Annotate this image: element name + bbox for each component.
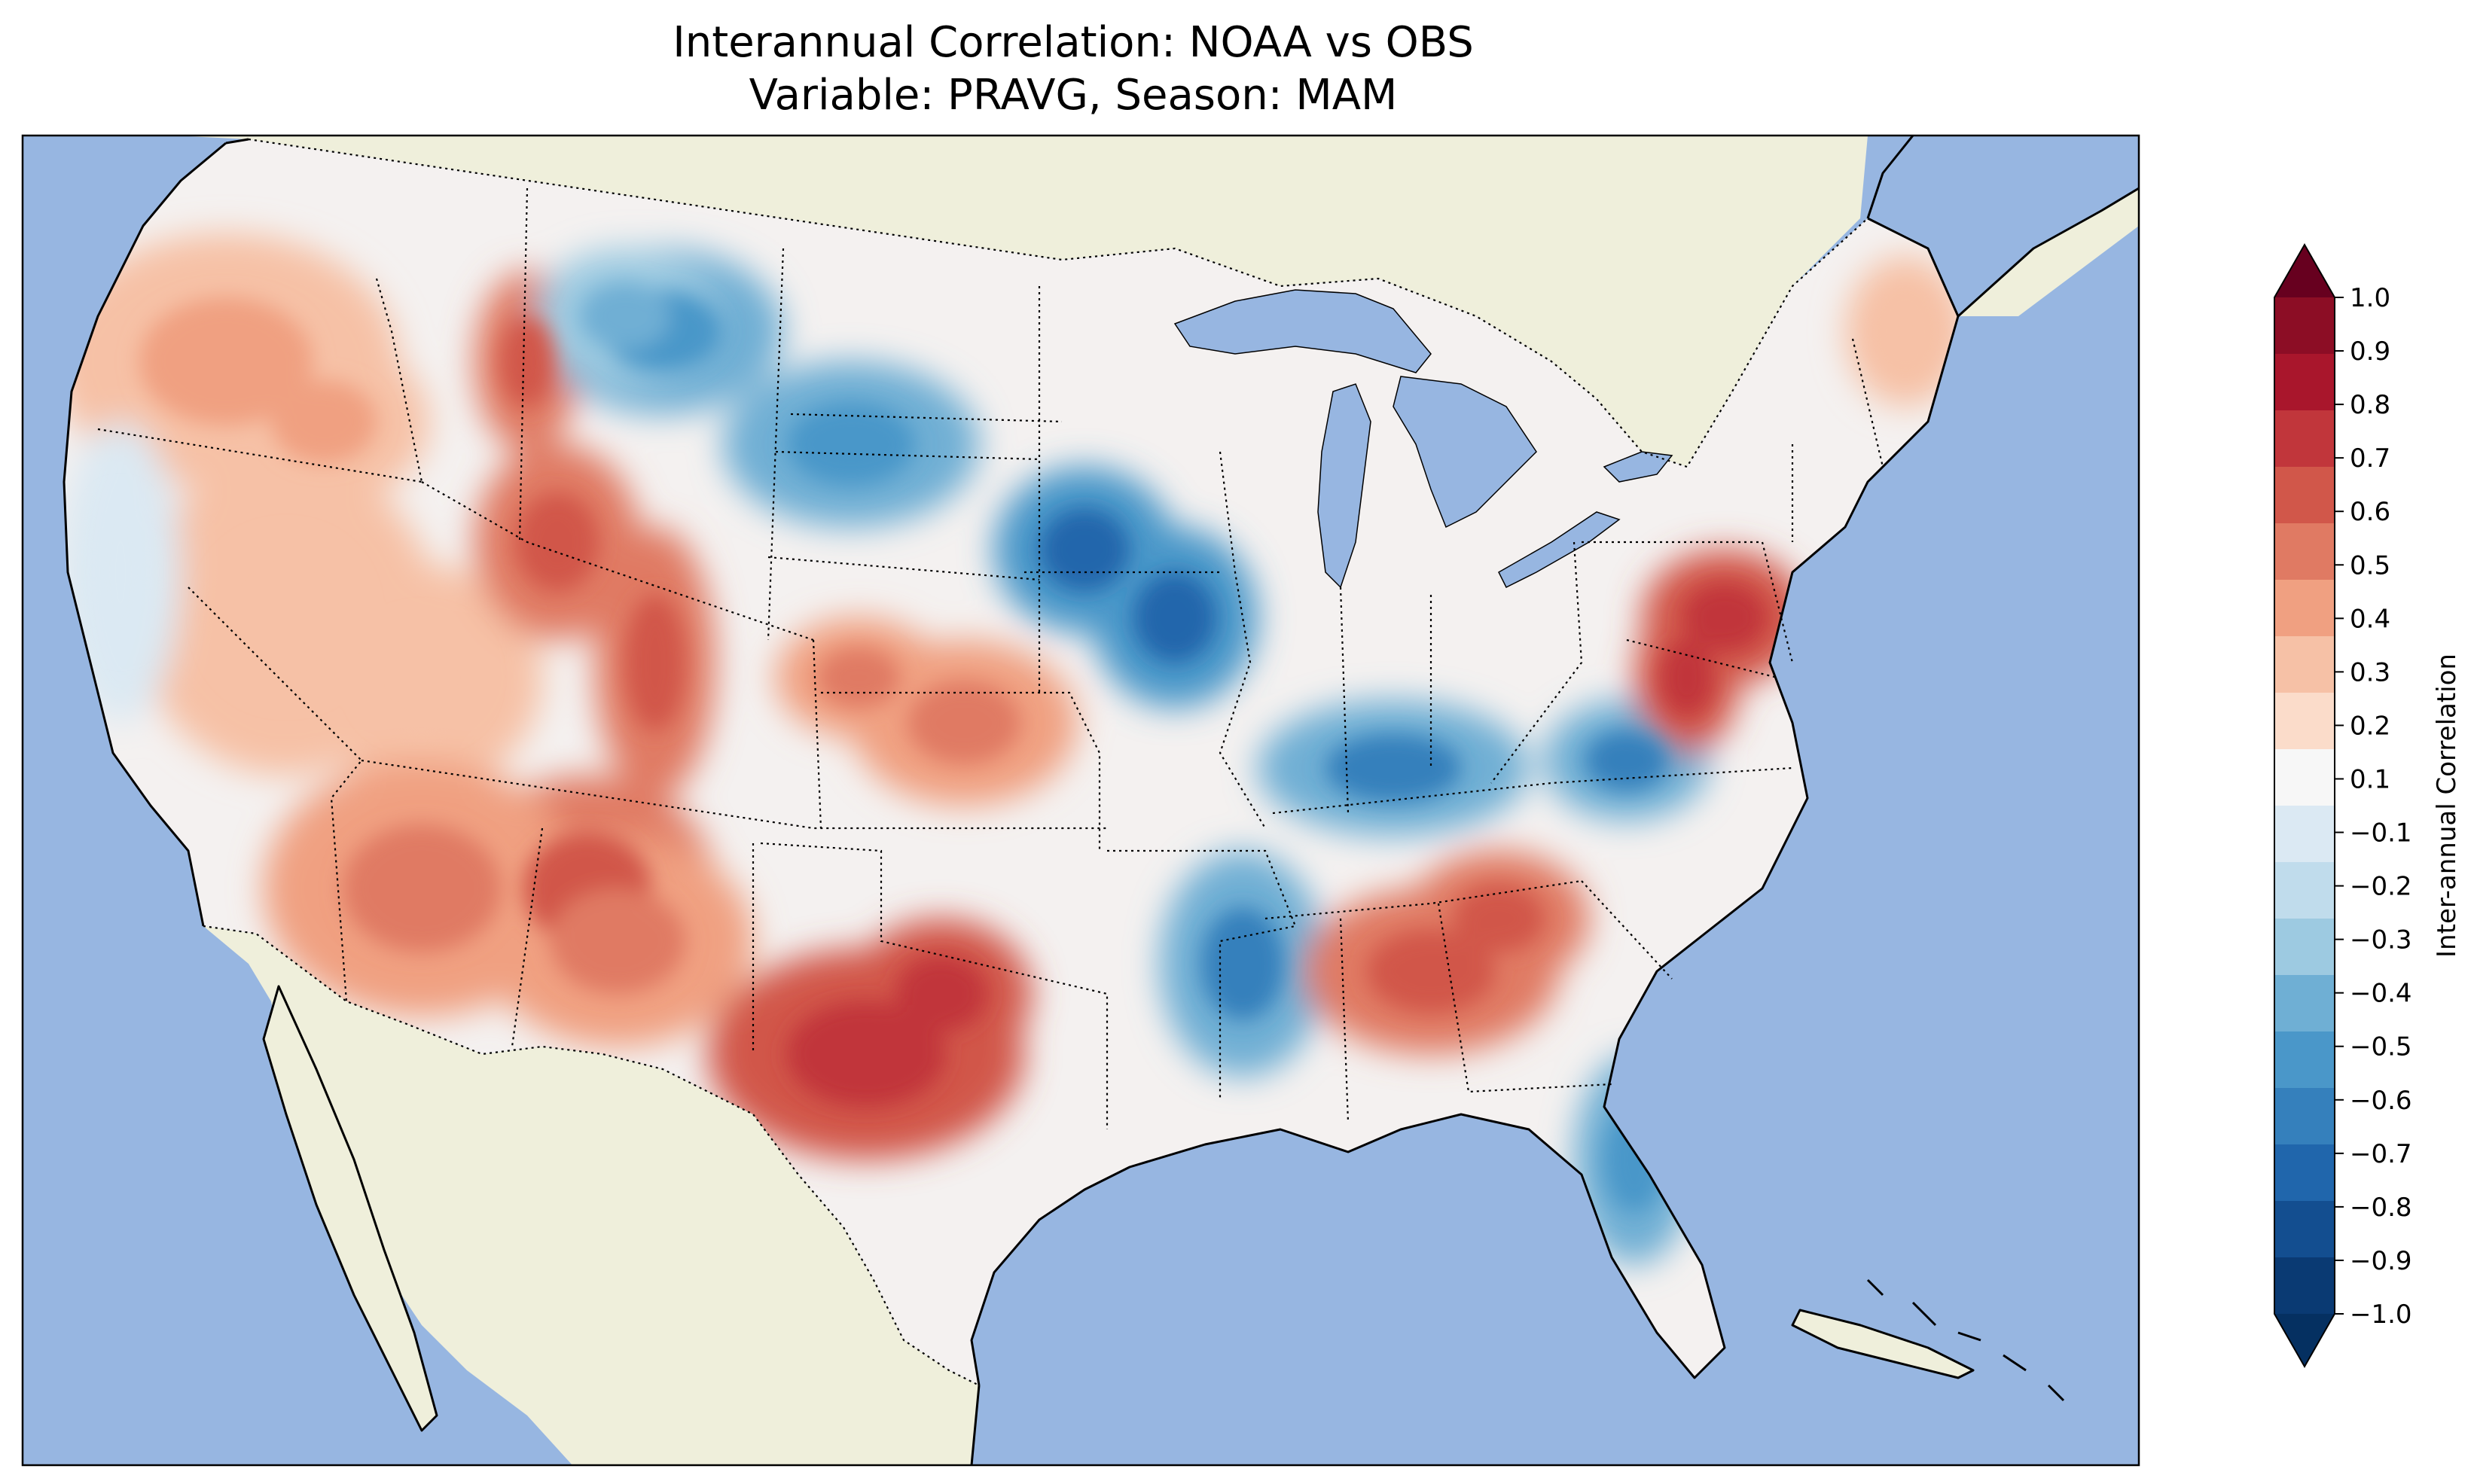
colorbar-tick-label: −0.6: [2350, 1086, 2412, 1116]
colorbar-band: [2274, 1257, 2335, 1315]
colorbar-tick-label: −0.8: [2350, 1193, 2412, 1223]
colorbar-tick-label: 1.0: [2350, 283, 2390, 313]
colorbar-band: [2274, 580, 2335, 637]
correlation-region-core: [580, 282, 670, 350]
colorbar-band: [2274, 1088, 2335, 1145]
lake-superior: [1173, 289, 1432, 373]
colorbar-tick-label: −0.5: [2350, 1032, 2412, 1062]
nova-scotia: [1958, 188, 2139, 316]
colorbar-band: [2274, 749, 2335, 806]
colorbar-tick-label: 0.4: [2350, 604, 2390, 634]
correlation-region-core: [1039, 508, 1130, 591]
baja-outline: [262, 985, 438, 1432]
correlation-region-core: [90, 497, 151, 648]
cuba-outline: [1791, 1309, 1975, 1379]
colorbar-band: [2274, 636, 2335, 693]
colorbar-band: [2274, 523, 2335, 580]
correlation-region-core: [1325, 734, 1461, 802]
correlation-region-core: [343, 824, 501, 952]
correlation-field: [64, 139, 1958, 1385]
baja-peninsula: [264, 986, 437, 1431]
correlation-region-core: [516, 493, 599, 591]
correlation-region-core: [1585, 730, 1668, 791]
colorbar-extend-over: [2274, 245, 2335, 297]
colorbar-tick-label: 0.6: [2350, 497, 2390, 527]
correlation-region-core: [787, 1001, 945, 1107]
correlation-region-core: [787, 403, 915, 486]
colorbar-band: [2274, 975, 2335, 1032]
colorbar-tick-label: 0.3: [2350, 657, 2390, 687]
lake-michigan: [1317, 383, 1371, 589]
colorbar-tick-label: −0.1: [2350, 818, 2412, 849]
correlation-region-core: [1454, 885, 1544, 952]
correlation-region-core: [501, 316, 554, 407]
correlation-region-core: [1875, 294, 1936, 369]
colorbar-band: [2274, 467, 2335, 524]
correlation-region-core: [908, 681, 1020, 764]
lake-huron: [1393, 376, 1537, 529]
bahamas-islands: [1866, 1278, 2065, 1402]
colorbar-tick-label: 0.7: [2350, 443, 2390, 474]
colorbar-band: [2274, 297, 2335, 355]
correlation-region-core: [817, 648, 900, 708]
correlation-region-core: [211, 538, 361, 696]
colorbar-band: [2274, 1144, 2335, 1202]
colorbar-tick-label: −0.2: [2350, 872, 2412, 902]
lake-ontario: [1603, 451, 1673, 483]
correlation-region-core: [896, 956, 987, 1031]
colorbar: 1.0 0.9 0.8 0.7 0.6 0.5 0.4 0.3 0.2 0.1 −0.1 −0.2 −0…: [2274, 242, 2462, 1369]
colorbar-tick-label: 0.5: [2350, 550, 2390, 580]
colorbar-tick-label: 0.2: [2350, 711, 2390, 741]
colorbar-bands: [2274, 297, 2335, 1315]
canada-border: [248, 138, 1868, 468]
map-frame: [21, 134, 2140, 1467]
colorbar-band: [2274, 693, 2335, 750]
lake-erie: [1498, 511, 1621, 589]
figure-title-line-2: Variable: PRAVG, Season: MAM: [749, 71, 1398, 120]
colorbar-band: [2274, 1201, 2335, 1258]
colorbar-tick-label: 0.1: [2350, 764, 2390, 794]
colorbar-tick-label: −0.7: [2350, 1139, 2412, 1169]
correlation-region-core: [550, 888, 685, 994]
correlation-region-core: [139, 297, 313, 425]
colorbar-band: [2274, 919, 2335, 976]
colorbar-ticks: 1.0 0.9 0.8 0.7 0.6 0.5 0.4 0.3 0.2 0.1 −0.1 −0.2 −0…: [2335, 283, 2412, 1330]
correlation-region-core: [361, 621, 482, 734]
correlation-region-core: [1661, 640, 1713, 715]
correlation-region-core: [271, 380, 377, 463]
colorbar-tick-label: −1.0: [2350, 1300, 2412, 1330]
canada-coast: [1866, 136, 2139, 318]
colorbar-tick-label: −0.4: [2350, 979, 2412, 1009]
correlation-region-core: [1201, 907, 1284, 1020]
usa-outline: [63, 138, 1960, 1386]
colorbar-band: [2274, 410, 2335, 468]
correlation-region-core: [1133, 572, 1216, 663]
map-panel: [23, 136, 2139, 1465]
figure-title-line-1: Interannual Correlation: NOAA vs OBS: [673, 18, 1474, 67]
colorbar-band: [2274, 354, 2335, 411]
colorbar-tick-label: 0.9: [2350, 337, 2390, 367]
canada-land: [173, 136, 1868, 467]
great-lakes: [1173, 289, 1673, 589]
colorbar-band: [2274, 1031, 2335, 1089]
correlation-region-core: [1367, 930, 1495, 1013]
correlation-region-core: [625, 595, 685, 730]
mexico-land: [203, 926, 979, 1465]
state-borders: [97, 187, 1884, 1129]
colorbar-band: [2274, 862, 2335, 919]
colorbar-tick-label: −0.3: [2350, 925, 2412, 955]
colorbar-label: Inter-annual Correlation: [2432, 654, 2462, 958]
colorbar-tick-label: 0.8: [2350, 390, 2390, 420]
colorbar-extend-under: [2274, 1314, 2335, 1367]
colorbar-tick-label: −0.9: [2350, 1246, 2412, 1276]
colorbar-band: [2274, 806, 2335, 863]
correlation-region-core: [1683, 584, 1766, 651]
mexico-gulf-coast: [970, 1385, 981, 1465]
